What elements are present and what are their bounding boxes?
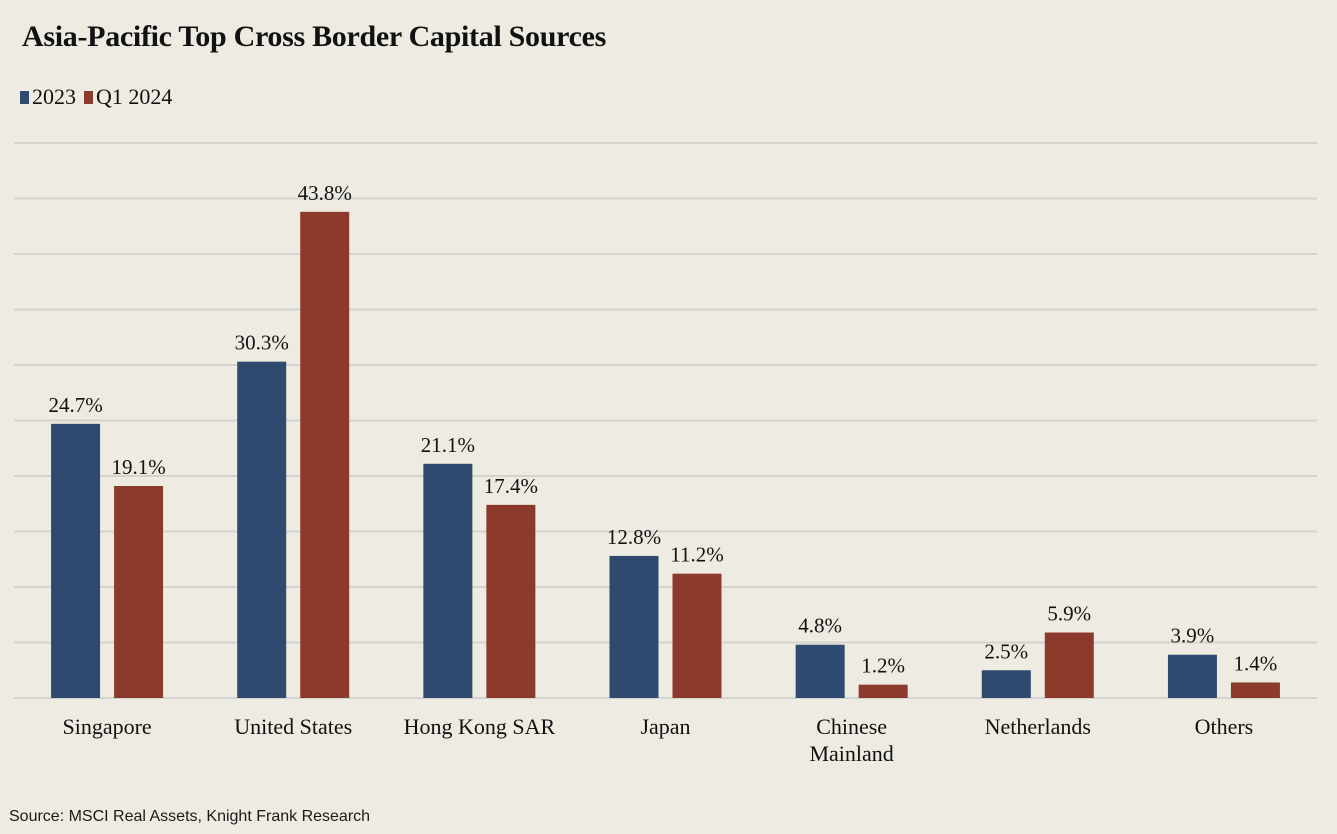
bar-united-states-q1-2024: [300, 211, 350, 698]
legend-item-2023: 2023: [18, 84, 76, 110]
bar-netherlands-2023: [981, 670, 1031, 698]
data-label: 5.9%: [1047, 602, 1091, 626]
x-tick-label: Japan: [640, 714, 690, 739]
data-label: 1.4%: [1234, 651, 1278, 675]
bar-hong-kong-sar-q1-2024: [486, 504, 536, 698]
x-tick-label: Singapore: [62, 714, 151, 739]
chart-title: Asia-Pacific Top Cross Border Capital So…: [22, 20, 607, 53]
data-label: 1.2%: [861, 654, 905, 678]
data-label: 21.1%: [421, 433, 475, 457]
legend: 2023 Q1 2024: [18, 84, 178, 110]
data-label: 12.8%: [607, 525, 661, 549]
bar-japan-q1-2024: [672, 573, 722, 698]
data-label: 43.8%: [298, 181, 352, 205]
x-tick-label: Hong Kong SAR: [404, 714, 556, 739]
data-label: 24.7%: [48, 393, 102, 417]
x-tick-label: Netherlands: [985, 714, 1091, 739]
data-label: 2.5%: [984, 639, 1028, 663]
bar-netherlands-q1-2024: [1044, 632, 1094, 698]
legend-item-q1-2024: Q1 2024: [82, 84, 172, 110]
bar-chinese-mainland-q1-2024: [858, 684, 908, 698]
x-tick-label: Chinese Mainland: [809, 714, 893, 766]
bar-japan-2023: [609, 555, 659, 698]
data-label: 19.1%: [111, 455, 165, 479]
bar-singapore-2023: [51, 423, 101, 698]
bar-united-states-2023: [237, 361, 287, 698]
x-tick-label: United States: [234, 714, 352, 739]
source-note: Source: MSCI Real Assets, Knight Frank R…: [9, 808, 371, 825]
bar-others-2023: [1167, 654, 1217, 698]
data-label: 30.3%: [235, 331, 289, 355]
data-label: 11.2%: [670, 543, 723, 567]
legend-label-2023: 2023: [32, 84, 76, 109]
legend-swatch-q1-2024: [84, 90, 93, 104]
bar-hong-kong-sar-2023: [423, 463, 473, 698]
bar-singapore-q1-2024: [114, 485, 164, 698]
bar-others-q1-2024: [1230, 682, 1280, 698]
legend-swatch-2023: [20, 90, 29, 104]
legend-label-q1-2024: Q1 2024: [96, 84, 173, 109]
data-label: 3.9%: [1171, 624, 1215, 648]
data-label: 17.4%: [484, 474, 538, 498]
bar-chinese-mainland-2023: [795, 644, 845, 698]
data-label: 4.8%: [798, 614, 842, 638]
x-tick-label: Others: [1195, 714, 1254, 739]
